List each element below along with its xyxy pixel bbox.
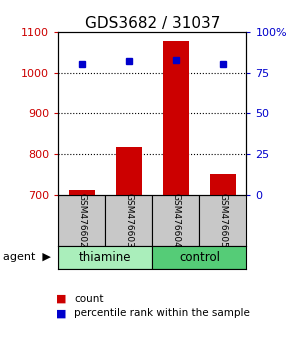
Text: GSM476603: GSM476603 xyxy=(124,193,133,248)
Bar xyxy=(200,195,246,246)
Bar xyxy=(116,147,142,195)
Text: thiamine: thiamine xyxy=(79,251,131,264)
Bar xyxy=(58,195,105,246)
Text: GSM476602: GSM476602 xyxy=(77,193,86,247)
Bar xyxy=(152,246,246,269)
Text: agent  ▶: agent ▶ xyxy=(3,252,51,262)
Text: ■: ■ xyxy=(56,308,66,318)
Text: ■: ■ xyxy=(56,294,66,304)
Bar xyxy=(69,190,95,195)
Text: count: count xyxy=(74,294,104,304)
Bar xyxy=(152,195,200,246)
Bar xyxy=(210,174,236,195)
Text: control: control xyxy=(179,251,220,264)
Text: percentile rank within the sample: percentile rank within the sample xyxy=(74,308,250,318)
Bar xyxy=(58,246,152,269)
Bar xyxy=(105,195,152,246)
Bar xyxy=(163,41,189,195)
Text: GSM476604: GSM476604 xyxy=(171,193,180,247)
Text: GSM476605: GSM476605 xyxy=(218,193,227,248)
Title: GDS3682 / 31037: GDS3682 / 31037 xyxy=(85,16,220,31)
